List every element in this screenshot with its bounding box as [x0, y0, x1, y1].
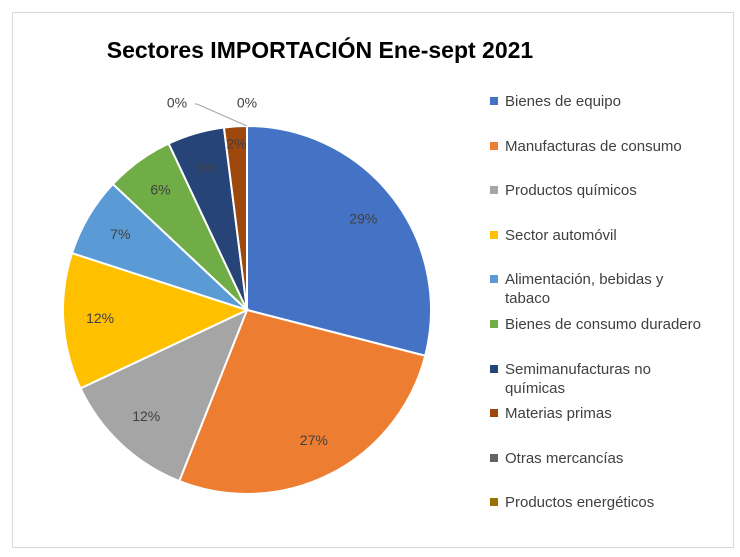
legend-swatch	[490, 97, 498, 105]
legend-swatch	[490, 141, 498, 150]
legend-item: Bienes de consumo duradero	[488, 315, 728, 334]
legend-item: Alimentación, bebidas y tabaco	[488, 270, 688, 308]
chart-border	[12, 12, 734, 548]
data-label: 12%	[86, 310, 114, 326]
legend-label: Materias primas	[505, 405, 612, 423]
legend-swatch	[490, 498, 498, 507]
data-label: 6%	[150, 182, 170, 198]
legend-label: Manufacturas de consumo	[505, 137, 682, 155]
legend-label: Semimanufacturas no químicas	[505, 360, 651, 397]
data-label: 0%	[237, 95, 257, 111]
legend-swatch	[490, 275, 498, 284]
legend-label: Alimentación, bebidas y tabaco	[505, 271, 664, 308]
legend-item: Materias primas	[488, 404, 728, 423]
data-label: 29%	[349, 210, 377, 226]
legend-item: Productos energéticos	[488, 493, 728, 512]
pie-slice	[177, 308, 427, 495]
legend-label: Bienes de consumo duradero	[505, 316, 701, 333]
legend-label: Otras mercancías	[505, 449, 624, 467]
data-label: 2%	[226, 135, 246, 151]
legend-swatch	[490, 230, 498, 239]
leader-line	[195, 103, 248, 127]
data-label: 27%	[300, 432, 328, 448]
legend-label: Productos químicos	[505, 182, 637, 200]
legend-item: Productos químicos	[488, 181, 728, 200]
legend-item: Bienes de equipo	[488, 92, 728, 111]
legend-swatch	[490, 186, 498, 195]
legend-label: Sector automóvil	[505, 226, 617, 244]
chart-title: Sectores IMPORTACIÓN Ene-sept 2021	[107, 36, 534, 63]
legend-item: Sector automóvil	[488, 226, 728, 245]
data-label: 0%	[167, 95, 187, 111]
pie-slice	[79, 308, 249, 483]
legend-swatch	[490, 453, 498, 462]
legend-item: Semimanufacturas no químicas	[488, 360, 688, 398]
legend-label: Productos energéticos	[505, 494, 655, 512]
legend-swatch	[490, 409, 498, 418]
legend-item: Otras mercancías	[488, 449, 728, 468]
data-label: 12%	[132, 408, 160, 424]
legend-swatch	[490, 320, 498, 328]
pie-slice	[246, 124, 432, 357]
legend-label: Bienes de equipo	[505, 93, 621, 110]
pie-slice	[62, 251, 250, 390]
data-label: 7%	[110, 226, 130, 242]
legend-item: Manufacturas de consumo	[488, 137, 728, 156]
data-label: 5%	[196, 159, 216, 175]
legend-swatch	[490, 364, 498, 373]
